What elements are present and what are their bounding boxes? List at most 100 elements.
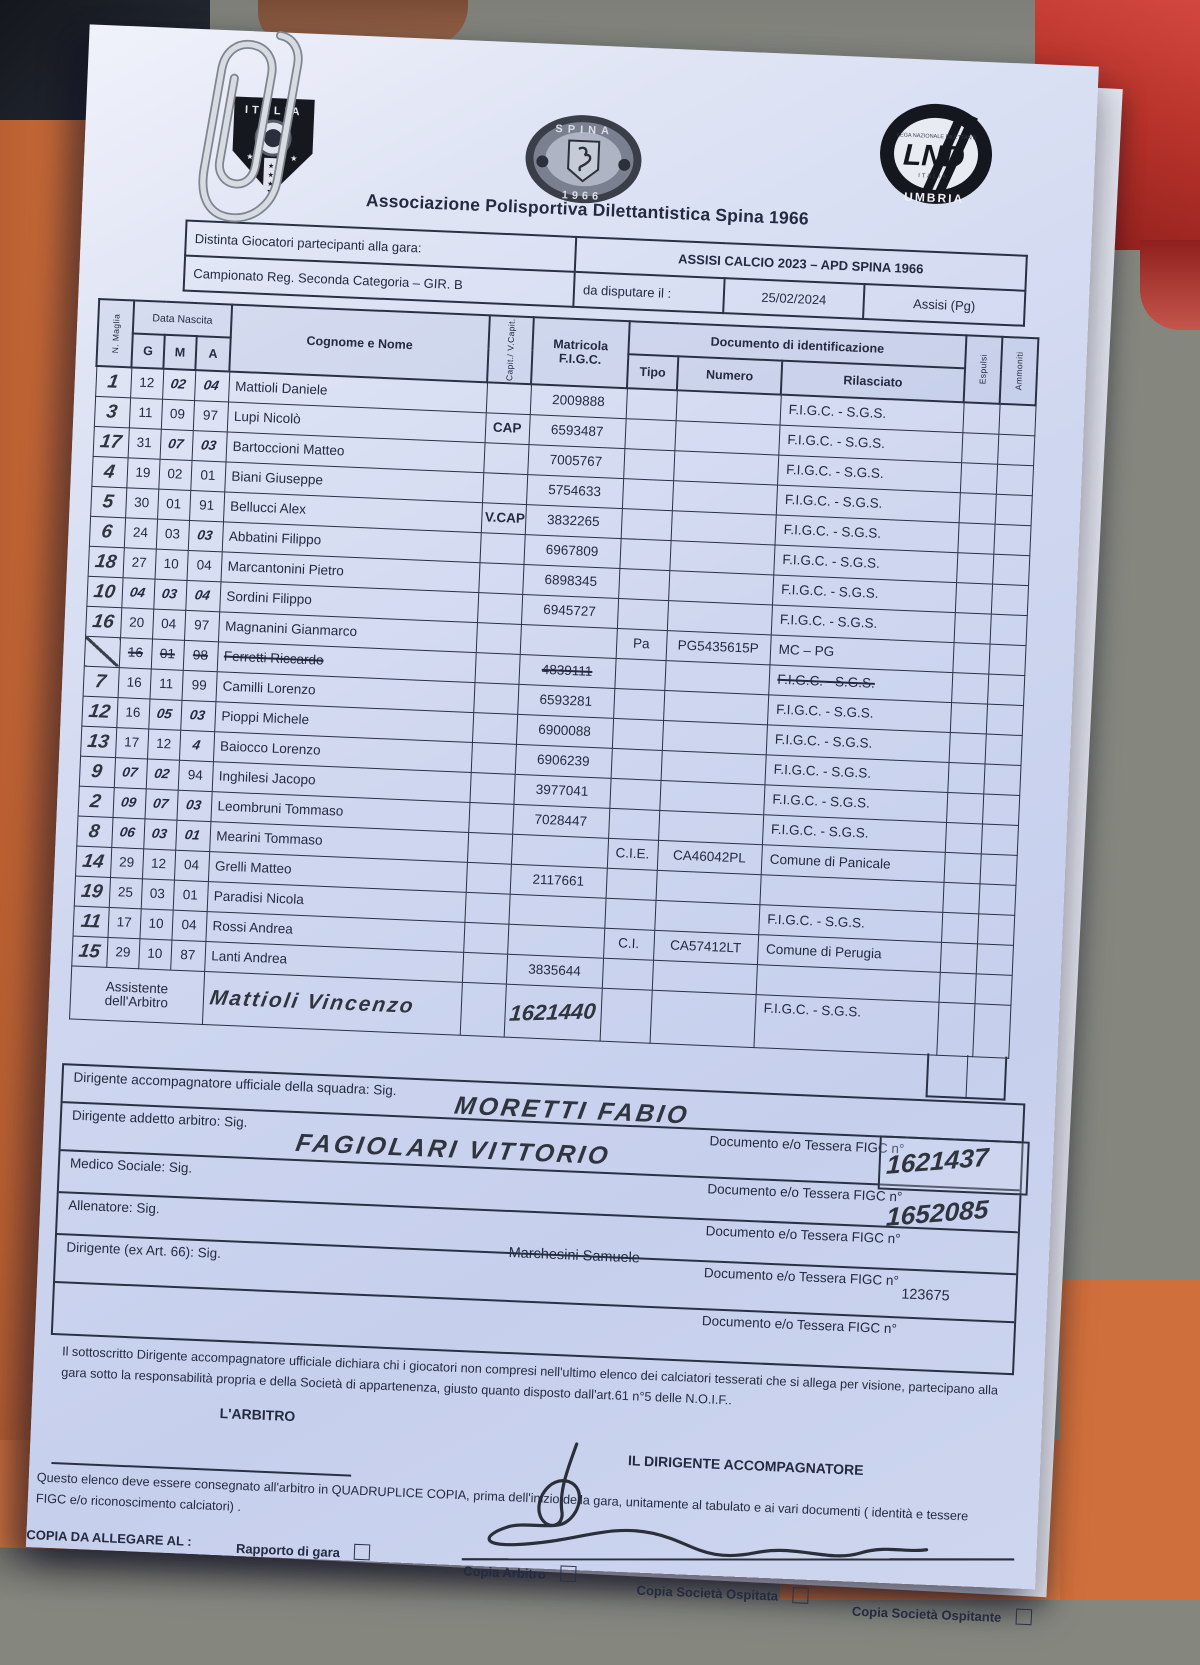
header-tipo: Tipo bbox=[626, 354, 679, 391]
cell-numero bbox=[675, 390, 781, 425]
cell-numero: CA57412LT bbox=[653, 930, 759, 965]
cell-espulsi bbox=[938, 972, 976, 1004]
cell-g: 16 bbox=[117, 667, 151, 699]
cell-m: 10 bbox=[154, 548, 188, 581]
cell-numero bbox=[654, 900, 760, 935]
cell-matricola: 6593281 bbox=[517, 684, 615, 719]
cell-m: 12 bbox=[141, 848, 176, 880]
lnd-umbria-badge-icon: LEGA NAZIONALE DILETTANTI LND ITALIA UMB… bbox=[880, 103, 993, 206]
cell-matricola: 7005767 bbox=[527, 444, 625, 479]
header-a: A bbox=[195, 336, 231, 372]
cell-ammoniti bbox=[975, 943, 1013, 976]
cell-espulsi bbox=[956, 552, 994, 584]
cell-g: 06 bbox=[111, 817, 145, 849]
cell-ammoniti bbox=[980, 823, 1019, 856]
cell-espulsi bbox=[957, 522, 995, 554]
svg-text:★: ★ bbox=[267, 180, 274, 188]
cell-g: 29 bbox=[110, 847, 144, 879]
header-matricola: Matricola F.I.G.C. bbox=[531, 317, 630, 388]
cell-numero: CA46042PL bbox=[656, 840, 762, 875]
cell-m: 05 bbox=[148, 698, 182, 731]
cell-espulsi bbox=[939, 942, 978, 974]
cell-tipo bbox=[605, 868, 657, 901]
cell-espulsi bbox=[962, 402, 1000, 435]
checkbox-icon bbox=[791, 1587, 809, 1604]
cell-a: 04 bbox=[186, 550, 222, 582]
cell-tipo bbox=[604, 898, 656, 931]
cell-g: 11 bbox=[128, 397, 163, 429]
header-espulsi: Espulsi bbox=[963, 335, 1003, 404]
cell-a: 4 bbox=[178, 730, 215, 762]
checkbox-icon bbox=[1015, 1608, 1032, 1626]
cell-m: 04 bbox=[152, 608, 186, 641]
doc-tessera-value: 123675 bbox=[900, 1286, 950, 1305]
cell-matricola: 4839111 bbox=[518, 654, 616, 689]
cell-ammoniti bbox=[997, 434, 1035, 466]
cell-cap bbox=[477, 592, 523, 625]
cell-a: 94 bbox=[177, 760, 213, 792]
venue: Assisi (Pg) bbox=[863, 284, 1026, 326]
cell-maglia: 12 bbox=[81, 695, 118, 728]
cell-ammoniti bbox=[993, 523, 1031, 556]
photo-of-match-roster: { "header": { "title": "Associazione Pol… bbox=[0, 0, 1200, 1626]
cell-a: 01 bbox=[172, 879, 208, 912]
cell-a: 87 bbox=[170, 939, 206, 972]
assistant-matricola: 1621440 bbox=[503, 983, 602, 1041]
cell-maglia: 5 bbox=[90, 486, 127, 518]
cell-g: 29 bbox=[106, 937, 140, 969]
cell-espulsi bbox=[944, 822, 983, 854]
cell-cap bbox=[479, 532, 525, 565]
cell-numero bbox=[661, 720, 767, 755]
form-sheet: ITALIA ★ ★ ★ ★ ★ SPINA 1966 bbox=[25, 24, 1099, 1626]
header-cap: Capit./ V.Capit. bbox=[487, 315, 534, 384]
cell-tipo: Pa bbox=[615, 628, 667, 661]
cell-m: 10 bbox=[138, 938, 172, 970]
cell-tipo bbox=[618, 568, 670, 601]
cell-m: 03 bbox=[155, 518, 190, 551]
svg-text:★: ★ bbox=[290, 154, 298, 163]
cell-matricola: 2009888 bbox=[529, 383, 627, 419]
checkbox-icon bbox=[559, 1565, 577, 1583]
official-caption: Allenatore: Sig. bbox=[67, 1197, 161, 1217]
cell-cap bbox=[482, 472, 528, 505]
cell-tipo bbox=[623, 448, 675, 481]
cell-ammoniti bbox=[992, 553, 1030, 586]
cell-cap bbox=[468, 802, 514, 835]
cell-espulsi bbox=[947, 762, 985, 794]
cell-g: 12 bbox=[130, 367, 164, 400]
cell-numero bbox=[660, 750, 766, 785]
cell-numero bbox=[666, 600, 773, 635]
cell-matricola: 3832265 bbox=[524, 504, 622, 539]
cell-m: 12 bbox=[147, 728, 181, 761]
cell-a: 03 bbox=[191, 430, 227, 462]
cell-numero bbox=[674, 420, 780, 455]
cell-cap bbox=[485, 382, 532, 415]
cell-g: 16 bbox=[116, 697, 150, 729]
cell-g: 07 bbox=[113, 757, 148, 789]
cell-tipo bbox=[610, 748, 662, 781]
assistant-rilasciato: F.I.G.C. - S.G.S. bbox=[753, 994, 939, 1056]
cell-maglia: 2 bbox=[77, 785, 114, 818]
cell-a: 91 bbox=[189, 490, 225, 522]
cell-tipo bbox=[613, 688, 665, 721]
cell-a: 97 bbox=[192, 400, 229, 432]
cell-tipo: C.I. bbox=[603, 927, 655, 961]
cell-m: 10 bbox=[139, 908, 173, 940]
cell-cap bbox=[473, 682, 519, 715]
cell-a: 04 bbox=[194, 369, 230, 402]
cell-espulsi bbox=[961, 432, 999, 465]
official-caption: Dirigente (ex Art. 66): Sig. bbox=[66, 1239, 222, 1261]
cell-ammoniti bbox=[989, 613, 1027, 646]
cell-cap bbox=[483, 442, 529, 475]
cell-cap bbox=[470, 742, 516, 775]
doc-tessera-value: 1621437 bbox=[877, 1135, 1030, 1196]
cell-a: 03 bbox=[187, 520, 224, 552]
cell-ammoniti bbox=[979, 853, 1017, 886]
cell-g: 25 bbox=[108, 877, 142, 909]
cell-cap bbox=[464, 892, 510, 924]
copy-label: COPIA DA ALLEGARE AL : bbox=[26, 1527, 192, 1549]
cell-g: 04 bbox=[121, 577, 155, 609]
espulsi-ammoniti-tail-cells bbox=[925, 1053, 1008, 1101]
header-ammoniti: Ammoniti bbox=[999, 336, 1039, 406]
cell-tipo bbox=[601, 957, 654, 991]
